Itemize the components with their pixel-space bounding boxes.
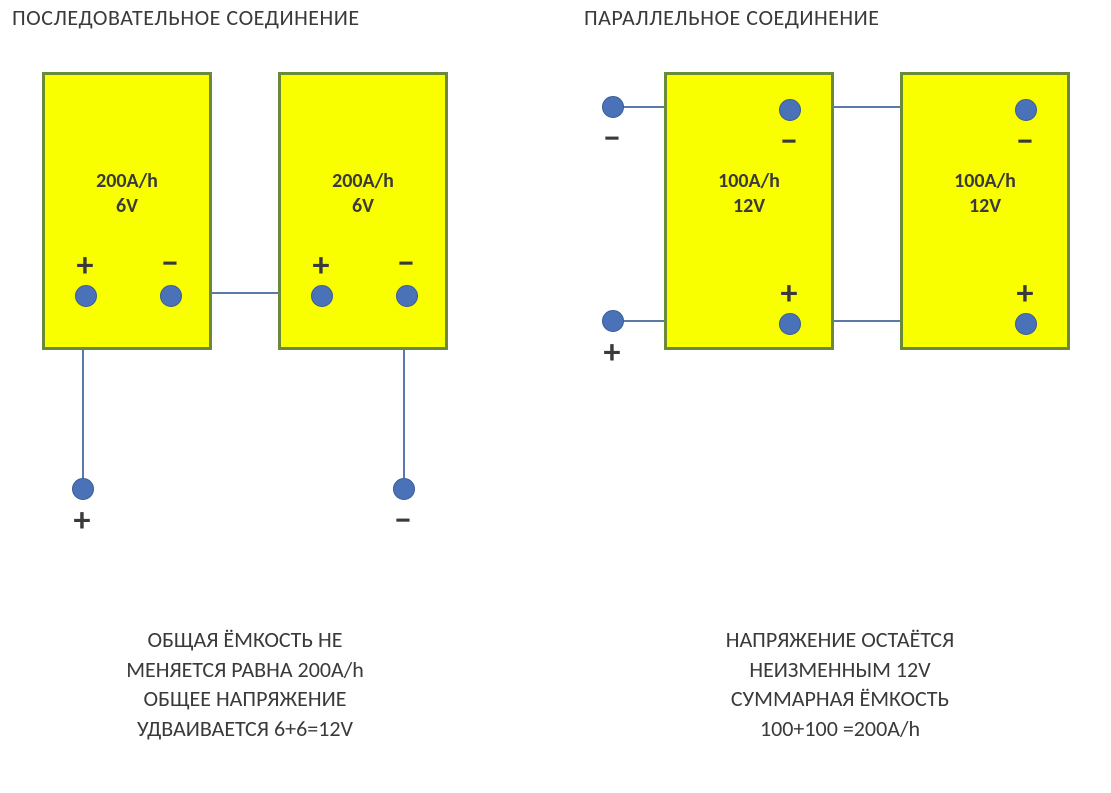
series-battery-0-plus-sign: + [67,245,103,286]
series-battery-1-plus-terminal [311,285,333,307]
parallel-battery-0-minus-terminal [779,99,801,121]
series-ext-terminal-1 [393,478,415,500]
parallel-battery-0-label: 100A/h12V [667,169,831,219]
series-battery-0-plus-terminal [75,285,97,307]
parallel-ext-terminal-0 [602,96,624,118]
series-battery-0-minus-sign: − [152,243,188,284]
parallel-battery-1-plus-sign: + [1007,273,1043,314]
parallel-battery-0-plus-sign: + [771,273,807,314]
series-battery-1-plus-sign: + [303,245,339,286]
parallel-battery-1-label: 100A/h12V [903,169,1067,219]
series-title: ПОСЛЕДОВАТЕЛЬНОЕ СОЕДИНЕНИЕ [12,4,360,31]
series-ext-terminal-1-sign: − [385,500,421,541]
series-battery-0-minus-terminal [160,285,182,307]
series-battery-0-label: 200A/h6V [45,169,209,219]
parallel-battery-1-minus-terminal [1015,99,1037,121]
parallel-caption: НАПРЯЖЕНИЕ ОСТАЁТСЯНЕИЗМЕННЫМ 12VСУММАРН… [660,625,1020,744]
parallel-battery-1-minus-sign: − [1007,121,1043,162]
series-battery-1-label: 200A/h6V [281,169,445,219]
parallel-title: ПАРАЛЛЕЛЬНОЕ СОЕДИНЕНИЕ [584,4,880,31]
series-battery-1-minus-terminal [396,285,418,307]
series-caption: ОБЩАЯ ЁМКОСТЬ НЕМЕНЯЕТСЯ РАВНА 200A/hОБЩ… [80,625,410,744]
parallel-ext-terminal-1 [602,310,624,332]
series-battery-0: 200A/h6V + − [42,72,212,350]
series-ext-terminal-0 [72,478,94,500]
series-battery-1: 200A/h6V + − [278,72,448,350]
parallel-battery-1-plus-terminal [1015,313,1037,335]
parallel-battery-1: 100A/h12V + − [900,72,1070,350]
parallel-battery-0: 100A/h12V + − [664,72,834,350]
parallel-battery-0-minus-sign: − [771,121,807,162]
series-ext-terminal-0-sign: + [64,500,100,541]
parallel-ext-terminal-0-sign: − [594,118,630,159]
parallel-ext-terminal-1-sign: + [594,332,630,373]
series-battery-1-minus-sign: − [388,243,424,284]
parallel-battery-0-plus-terminal [779,313,801,335]
